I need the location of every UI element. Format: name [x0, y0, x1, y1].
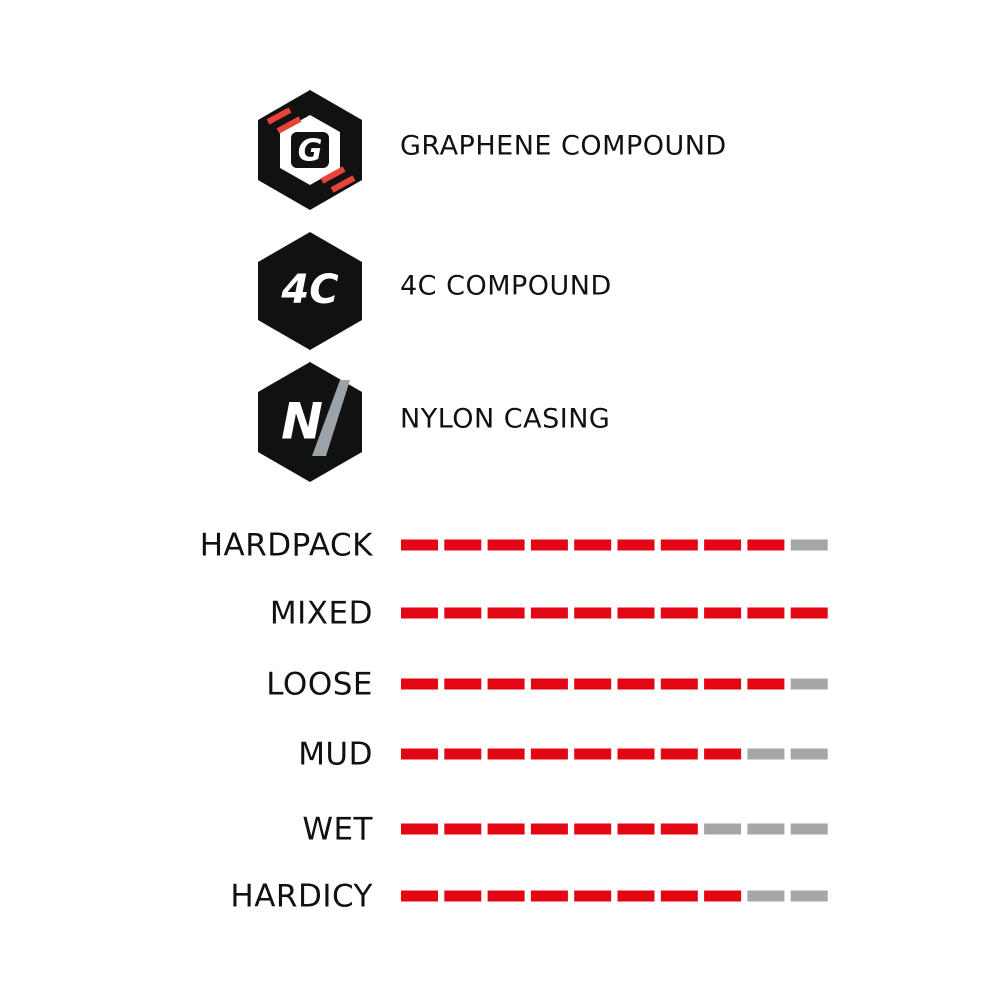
rating-segment [487, 823, 525, 835]
rating-segment [487, 890, 525, 902]
rating-segment [617, 748, 655, 760]
rating-segment [574, 890, 612, 902]
rating-segment [530, 539, 568, 551]
rating-segment [574, 539, 612, 551]
rating-label: MUD [298, 737, 373, 773]
rating-label: LOOSE [266, 667, 373, 703]
rating-segment [704, 678, 742, 690]
rating-segment [747, 539, 785, 551]
ratings: HARDPACK MIXED LOOSE MUD WET HARDICY [200, 528, 828, 915]
rating-segment [660, 607, 698, 619]
rating-segment [704, 539, 742, 551]
rating-segment [487, 748, 525, 760]
rating-segment [444, 607, 482, 619]
rating-segment [444, 890, 482, 902]
rating-segment [660, 748, 698, 760]
feature-label: NYLON CASING [400, 404, 610, 435]
rating-segment [617, 823, 655, 835]
rating-segment [747, 823, 785, 835]
icon-text: G [298, 134, 323, 169]
feature-label: 4C COMPOUND [400, 271, 612, 302]
rating-segment [444, 539, 482, 551]
rating-segment [617, 678, 655, 690]
icon-text: N [281, 393, 323, 451]
rating-label: HARDICY [230, 879, 373, 915]
rating-segment [790, 823, 828, 835]
rating-label: WET [302, 812, 373, 848]
rating-segment [487, 607, 525, 619]
rating-segment [660, 890, 698, 902]
rating-segment [401, 890, 438, 902]
rating-segment [401, 607, 438, 619]
rating-segment [401, 748, 438, 760]
rating-segment [704, 823, 742, 835]
rating-segment [790, 678, 828, 690]
rating-segment [530, 748, 568, 760]
rating-segment [617, 890, 655, 902]
rating-segment [617, 539, 655, 551]
rating-segment [617, 607, 655, 619]
rating-segment [444, 823, 482, 835]
rating-segment [530, 678, 568, 690]
rating-label: HARDPACK [200, 528, 373, 564]
rating-segment [790, 890, 828, 902]
rating-segment [660, 823, 698, 835]
graphene-icon: G [258, 90, 362, 210]
rating-segment [574, 823, 612, 835]
rating-segment [704, 607, 742, 619]
rating-segment [574, 748, 612, 760]
feature-label: GRAPHENE COMPOUND [400, 131, 727, 162]
rating-segment [790, 539, 828, 551]
nylon-icon: N [258, 362, 362, 482]
rating-segment [574, 607, 612, 619]
icon-text: 4C [280, 267, 338, 313]
rating-segment [704, 748, 742, 760]
rating-segment [487, 678, 525, 690]
rating-segment [790, 748, 828, 760]
rating-segment [574, 678, 612, 690]
rating-segment [530, 890, 568, 902]
rating-segment [444, 678, 482, 690]
rating-segment [747, 890, 785, 902]
rating-segment [747, 607, 785, 619]
4c-icon: 4C [258, 232, 362, 350]
rating-segment [660, 678, 698, 690]
rating-segment [790, 607, 828, 619]
rating-label: MIXED [270, 596, 373, 632]
rating-segment [401, 823, 438, 835]
rating-segment [444, 748, 482, 760]
rating-segment [747, 748, 785, 760]
rating-segment [704, 890, 742, 902]
rating-segment [487, 539, 525, 551]
rating-segment [660, 539, 698, 551]
rating-segment [401, 539, 438, 551]
rating-segment [747, 678, 785, 690]
rating-segment [530, 823, 568, 835]
rating-segment [401, 678, 438, 690]
rating-segment [530, 607, 568, 619]
